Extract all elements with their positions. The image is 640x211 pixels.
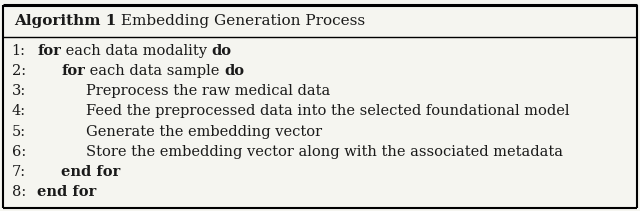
Text: Preprocess the raw medical data: Preprocess the raw medical data (86, 84, 330, 98)
Text: for: for (61, 64, 85, 78)
Text: Generate the embedding vector: Generate the embedding vector (86, 125, 322, 139)
Text: 8:: 8: (12, 185, 26, 199)
Text: 4:: 4: (12, 104, 26, 118)
Text: Feed the preprocessed data into the selected foundational model: Feed the preprocessed data into the sele… (86, 104, 569, 118)
Text: 5:: 5: (12, 125, 26, 139)
Text: Embedding Generation Process: Embedding Generation Process (116, 14, 365, 28)
Text: end for: end for (37, 185, 97, 199)
Text: for: for (37, 44, 61, 58)
Text: do: do (224, 64, 244, 78)
Text: 2:: 2: (12, 64, 26, 78)
Text: each data sample: each data sample (85, 64, 224, 78)
Text: end for: end for (61, 165, 121, 179)
Text: 7:: 7: (12, 165, 26, 179)
Text: Algorithm 1: Algorithm 1 (14, 14, 116, 28)
Text: 6:: 6: (12, 145, 26, 159)
Text: Store the embedding vector along with the associated metadata: Store the embedding vector along with th… (86, 145, 563, 159)
Text: 1:: 1: (12, 44, 26, 58)
Text: 3:: 3: (12, 84, 26, 98)
Text: each data modality: each data modality (61, 44, 212, 58)
Text: do: do (212, 44, 232, 58)
